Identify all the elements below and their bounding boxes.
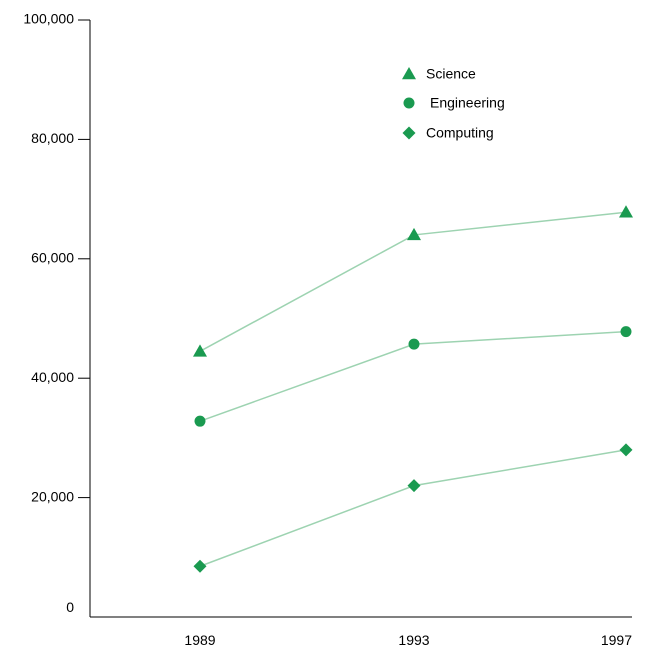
legend-marker-computing [402, 126, 416, 140]
series-lines [199, 211, 627, 567]
y-tick-label: 100,000 [23, 11, 74, 27]
legend: Science Engineering Computing [402, 66, 505, 141]
legend-label-science: Science [426, 66, 476, 82]
series-markers [193, 205, 633, 573]
y-tick-label: 0 [66, 599, 74, 615]
chart-axes: 0 20,000 40,000 60,000 80,000 100,000 1989 1993… [23, 11, 632, 648]
data-point-computing-1993 [407, 479, 421, 493]
x-tick-label: 1993 [398, 632, 429, 648]
data-point-engineering-1993 [408, 338, 420, 350]
legend-label-computing: Computing [426, 125, 494, 141]
y-tick-label: 80,000 [31, 130, 74, 146]
data-point-science-1989 [193, 344, 207, 357]
data-point-science-1997 [619, 205, 633, 218]
y-tick-label: 40,000 [31, 369, 74, 385]
y-tick-label: 20,000 [31, 488, 74, 504]
x-tick-label: 1997 [601, 632, 632, 648]
data-point-engineering-1997 [620, 326, 632, 338]
data-point-science-1993 [407, 227, 421, 241]
legend-marker-science [402, 67, 416, 80]
data-point-computing-1989 [193, 559, 207, 573]
legend-marker-engineering [403, 97, 415, 109]
data-point-engineering-1989 [194, 415, 206, 427]
series-line-computing [199, 449, 627, 567]
legend-label-engineering: Engineering [430, 95, 505, 111]
x-tick-label: 1989 [184, 632, 215, 648]
y-tick-label: 60,000 [31, 250, 74, 266]
data-point-computing-1997 [619, 443, 633, 457]
